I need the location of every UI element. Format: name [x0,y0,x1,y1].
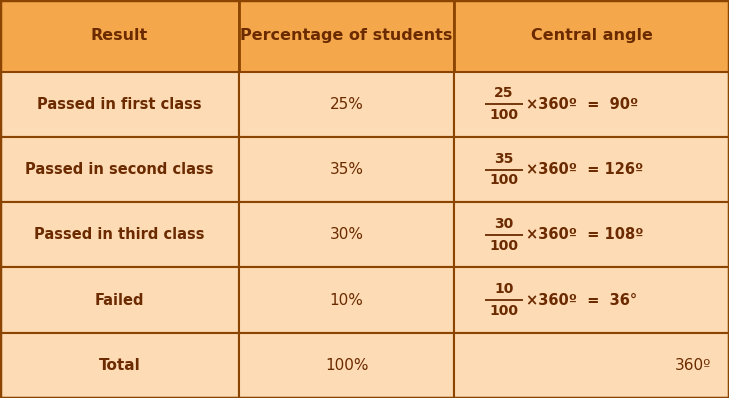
Text: 100: 100 [489,239,518,253]
Text: ×360º  = 108º: ×360º = 108º [526,227,643,242]
Bar [0,72,239,137]
Text: 30%: 30% [330,227,364,242]
Bar [454,333,729,398]
Text: ×360º  = 126º: ×360º = 126º [526,162,643,177]
Text: Failed: Failed [95,293,144,308]
Bar [239,72,454,137]
Text: Passed in third class: Passed in third class [34,227,205,242]
Text: 360º: 360º [674,358,711,373]
Text: Passed in first class: Passed in first class [37,97,202,112]
Bar [0,137,239,202]
Text: 25%: 25% [330,97,364,112]
Text: 100: 100 [489,108,518,122]
Text: 100: 100 [489,304,518,318]
Bar [454,72,729,137]
Bar [0,202,239,267]
Bar [239,267,454,333]
Bar [454,267,729,333]
Text: 10: 10 [494,282,513,296]
Text: ×360º  =  36°: ×360º = 36° [526,293,636,308]
Bar [454,202,729,267]
Text: 30: 30 [494,217,513,231]
Bar [0,333,239,398]
Text: 35: 35 [494,152,513,166]
Bar [239,0,454,72]
Text: ×360º  =  90º: ×360º = 90º [526,97,638,112]
Text: Total: Total [98,358,141,373]
Bar [239,202,454,267]
Text: Central angle: Central angle [531,28,652,43]
Text: Passed in second class: Passed in second class [26,162,214,177]
Text: Percentage of students: Percentage of students [241,28,453,43]
Bar [0,267,239,333]
Text: 25: 25 [494,86,513,100]
Bar [454,0,729,72]
Text: 35%: 35% [330,162,364,177]
Bar [454,137,729,202]
Bar [239,333,454,398]
Text: Result: Result [91,28,148,43]
Text: 100%: 100% [325,358,368,373]
Bar [239,137,454,202]
Text: 10%: 10% [330,293,364,308]
Bar [0,0,239,72]
Text: 100: 100 [489,174,518,187]
